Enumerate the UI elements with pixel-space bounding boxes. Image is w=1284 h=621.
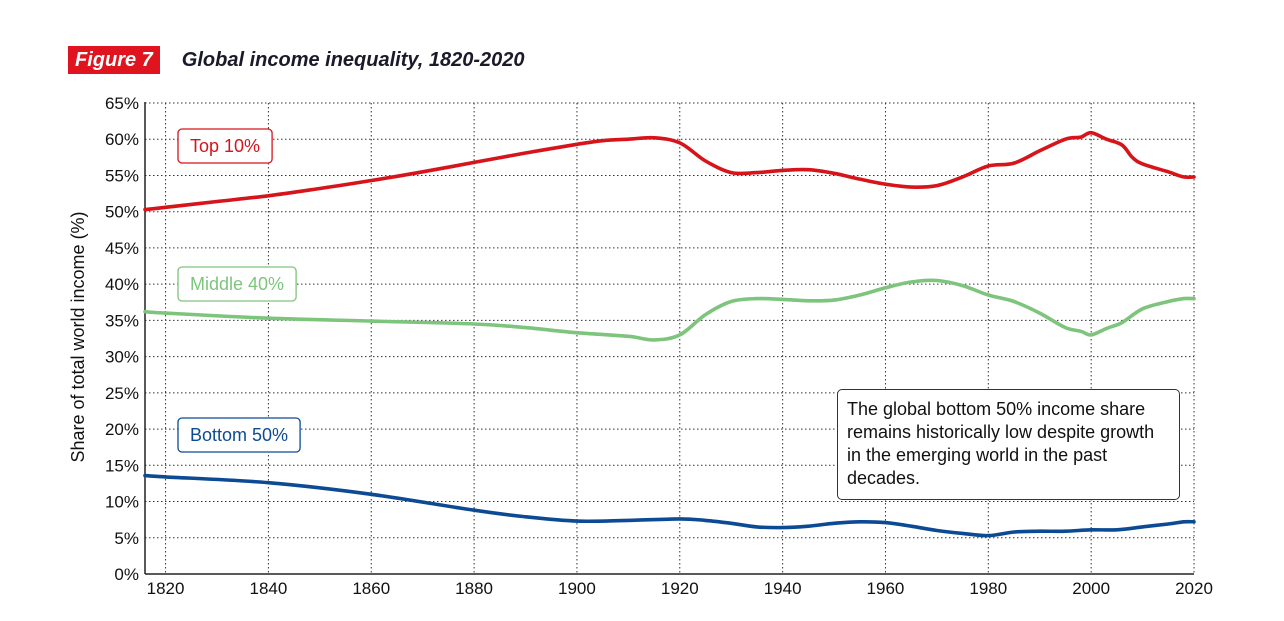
x-tick-label: 1840 bbox=[249, 579, 287, 598]
x-tick-label: 1860 bbox=[352, 579, 390, 598]
series-line-middle-40 bbox=[143, 278, 1196, 342]
series-label-text: Top 10% bbox=[190, 136, 260, 156]
series-label-bottom-50: Bottom 50% bbox=[177, 417, 301, 453]
y-tick-label: 55% bbox=[105, 166, 139, 185]
y-tick-label: 45% bbox=[105, 239, 139, 258]
series-line-top-10 bbox=[143, 130, 1196, 212]
chart-ticks: 0% 5% 10% 15% 20% 25% 30% 35% 40% 45% 50% 55% 60% 65%… bbox=[105, 94, 1213, 598]
figure-header: Figure 7 Global income inequality, 1820-… bbox=[68, 46, 525, 74]
series-label-text: Middle 40% bbox=[190, 274, 284, 294]
y-tick-label: 30% bbox=[105, 348, 139, 367]
series-label-box bbox=[177, 266, 297, 302]
y-tick-label: 40% bbox=[105, 275, 139, 294]
y-tick-label: 60% bbox=[105, 130, 139, 149]
x-tick-label: 1820 bbox=[147, 579, 185, 598]
x-tick-label: 1880 bbox=[455, 579, 493, 598]
figure-badge: Figure 7 bbox=[68, 46, 160, 74]
x-tick-label: 1900 bbox=[558, 579, 596, 598]
x-tick-label: 2020 bbox=[1175, 579, 1213, 598]
series-label-box bbox=[177, 128, 273, 164]
x-tick-label: 1940 bbox=[764, 579, 802, 598]
y-tick-label: 15% bbox=[105, 456, 139, 475]
series-line-bottom-50 bbox=[143, 473, 1196, 538]
y-tick-label: 65% bbox=[105, 94, 139, 113]
annotation-note: The global bottom 50% income share remai… bbox=[837, 389, 1180, 500]
y-tick-label: 5% bbox=[114, 529, 139, 548]
x-tick-label: 1960 bbox=[867, 579, 905, 598]
x-tick-label: 1980 bbox=[969, 579, 1007, 598]
chart-axes bbox=[144, 102, 1194, 575]
y-tick-label: 10% bbox=[105, 493, 139, 512]
y-tick-label: 20% bbox=[105, 420, 139, 439]
chart-series-labels: Top 10% Middle 40% Bottom 50% bbox=[177, 128, 301, 453]
x-tick-label: 2000 bbox=[1072, 579, 1110, 598]
y-tick-label: 25% bbox=[105, 384, 139, 403]
chart-series bbox=[143, 130, 1196, 538]
x-tick-label: 1920 bbox=[661, 579, 699, 598]
series-label-box bbox=[177, 417, 301, 453]
series-label-text: Bottom 50% bbox=[190, 425, 288, 445]
y-tick-label: 0% bbox=[114, 565, 139, 584]
y-axis-label: Share of total world income (%) bbox=[68, 211, 88, 462]
series-label-top-10: Top 10% bbox=[177, 128, 273, 164]
y-tick-label: 50% bbox=[105, 203, 139, 222]
figure-title: Global income inequality, 1820-2020 bbox=[181, 48, 525, 71]
series-label-middle-40: Middle 40% bbox=[177, 266, 297, 302]
y-tick-label: 35% bbox=[105, 311, 139, 330]
